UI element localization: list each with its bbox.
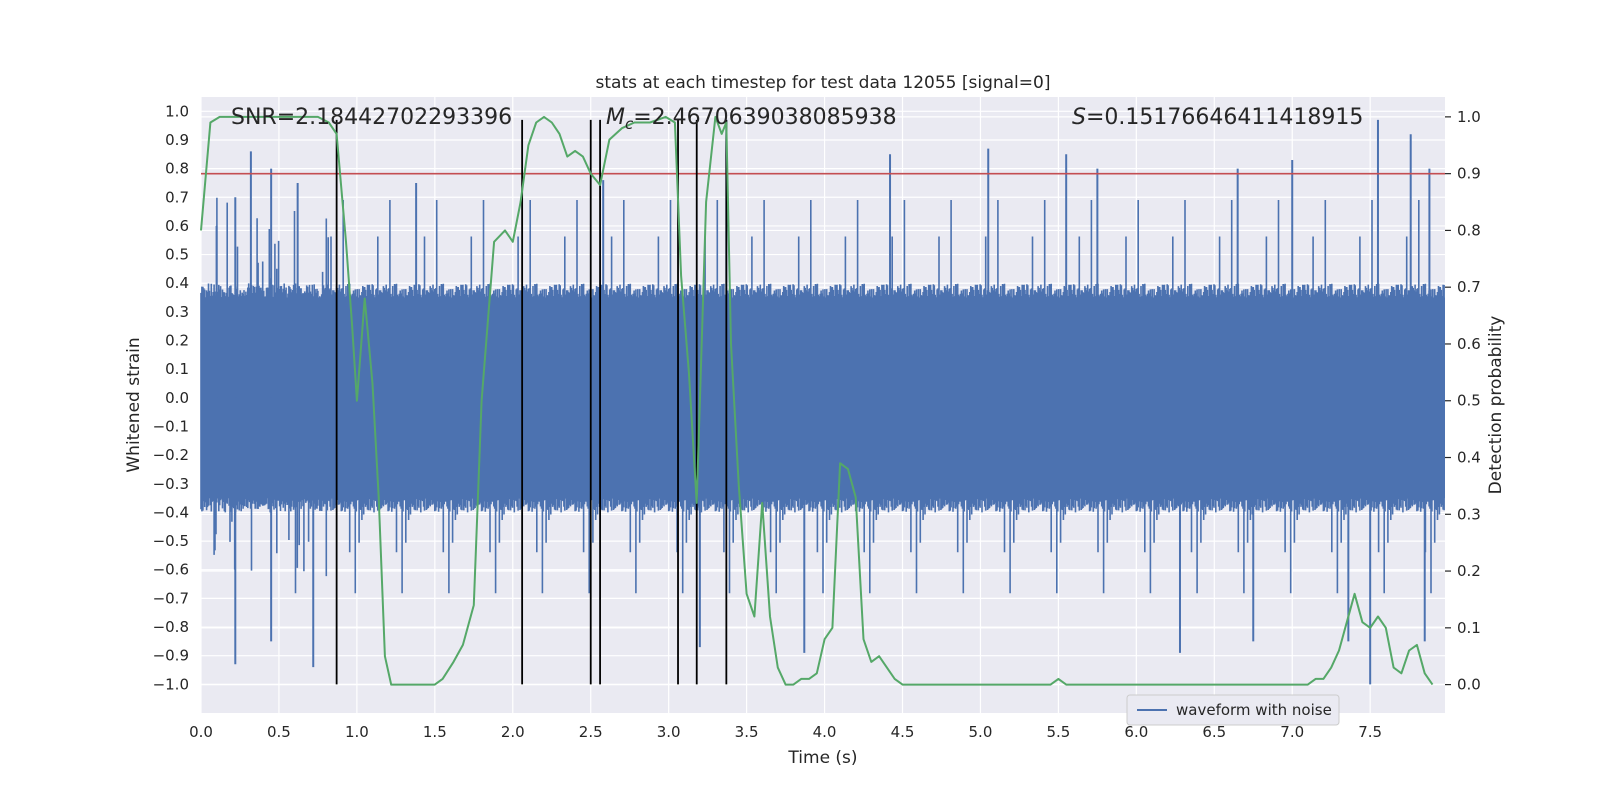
y2-tick-label: 0.8 bbox=[1457, 221, 1481, 239]
y-tick-label: 0.9 bbox=[165, 131, 189, 149]
y-tick-label: 0.8 bbox=[165, 160, 189, 178]
x-tick-label: 5.5 bbox=[1046, 723, 1070, 741]
detection-probability-series bbox=[200, 115, 1434, 686]
y-tick-label: −0.7 bbox=[153, 589, 189, 607]
chart-title: stats at each timestep for test data 120… bbox=[596, 73, 1051, 93]
y2-tick-label: 0.9 bbox=[1457, 165, 1481, 183]
waveform-with-noise-series bbox=[200, 119, 1445, 685]
x-axis-label: Time (s) bbox=[787, 748, 857, 768]
legend-box bbox=[1126, 694, 1340, 726]
x-tick-label: 4.5 bbox=[891, 723, 915, 741]
y-tick-label: −1.0 bbox=[153, 675, 189, 693]
tick-labels: 0.0 0.5 1.0 1.5 2.0 2.5 3.0 3.5 4.0 4.5 5.0 5.5 6.0 6… bbox=[153, 102, 1481, 741]
x-tick-label: 5.0 bbox=[969, 723, 993, 741]
y-tick-label: 1.0 bbox=[165, 102, 189, 120]
snr-annotation: SNR=2.18442702293396 bbox=[231, 105, 512, 130]
x-tick-label: 3.0 bbox=[657, 723, 681, 741]
detection-probability-line bbox=[200, 115, 1434, 686]
y-tick-label: −0.2 bbox=[153, 446, 189, 464]
x-tick-label: 6.0 bbox=[1124, 723, 1148, 741]
x-tick-label: 0.5 bbox=[267, 723, 291, 741]
x-tick-label: 0.0 bbox=[189, 723, 213, 741]
x-tick-label: 7.0 bbox=[1280, 723, 1304, 741]
y-tick-label: −0.3 bbox=[153, 475, 189, 493]
y2-tick-label: 0.4 bbox=[1457, 449, 1481, 467]
y-tick-label: 0.2 bbox=[165, 332, 189, 350]
x-tick-label: 1.5 bbox=[423, 723, 447, 741]
x-tick-label: 2.0 bbox=[501, 723, 525, 741]
y-tick-label: −0.5 bbox=[153, 532, 189, 550]
x-tick-label: 3.5 bbox=[735, 723, 759, 741]
chirp-mass-annotation: Mc=2.4670639038085938 bbox=[606, 105, 897, 133]
y2-tick-label: 0.0 bbox=[1457, 676, 1481, 694]
y-tick-label: −0.6 bbox=[153, 561, 189, 579]
x-tick-label: 7.5 bbox=[1358, 723, 1382, 741]
y-axis-label: Whitened strain bbox=[124, 337, 144, 472]
y-tick-label: 0.0 bbox=[165, 389, 189, 407]
y-tick-label: 0.3 bbox=[165, 303, 189, 321]
y-tick-label: −0.1 bbox=[153, 417, 189, 435]
y-tick-label: 0.1 bbox=[165, 360, 189, 378]
legend-entry-label: waveform with noise bbox=[1176, 701, 1332, 719]
y2-tick-label: 1.0 bbox=[1457, 108, 1481, 126]
legend: waveform with noise bbox=[1126, 694, 1340, 726]
y-tick-label: 0.7 bbox=[165, 188, 189, 206]
x-tick-label: 6.5 bbox=[1202, 723, 1226, 741]
y-tick-label: −0.4 bbox=[153, 503, 189, 521]
y2-tick-label: 0.6 bbox=[1457, 335, 1481, 353]
x-tick-label: 4.0 bbox=[813, 723, 837, 741]
y2-tick-label: 0.2 bbox=[1457, 562, 1481, 580]
waveform-core-band bbox=[201, 297, 1445, 499]
y-tick-label: 0.5 bbox=[165, 246, 189, 264]
x-tick-label: 2.5 bbox=[579, 723, 603, 741]
y2-tick-label: 0.7 bbox=[1457, 278, 1481, 296]
y-tick-label: −0.8 bbox=[153, 618, 189, 636]
y-tick-label: 0.6 bbox=[165, 217, 189, 235]
s-annotation: S=0.15176646411418915 bbox=[1072, 105, 1363, 130]
y2-tick-label: 0.5 bbox=[1457, 392, 1481, 410]
y2-tick-label: 0.1 bbox=[1457, 619, 1481, 637]
y-tick-label: −0.9 bbox=[153, 647, 189, 665]
y-tick-label: 0.4 bbox=[165, 274, 189, 292]
x-tick-label: 1.0 bbox=[345, 723, 369, 741]
y2-axis-label: Detection probability bbox=[1486, 316, 1506, 495]
y2-tick-label: 0.3 bbox=[1457, 505, 1481, 523]
